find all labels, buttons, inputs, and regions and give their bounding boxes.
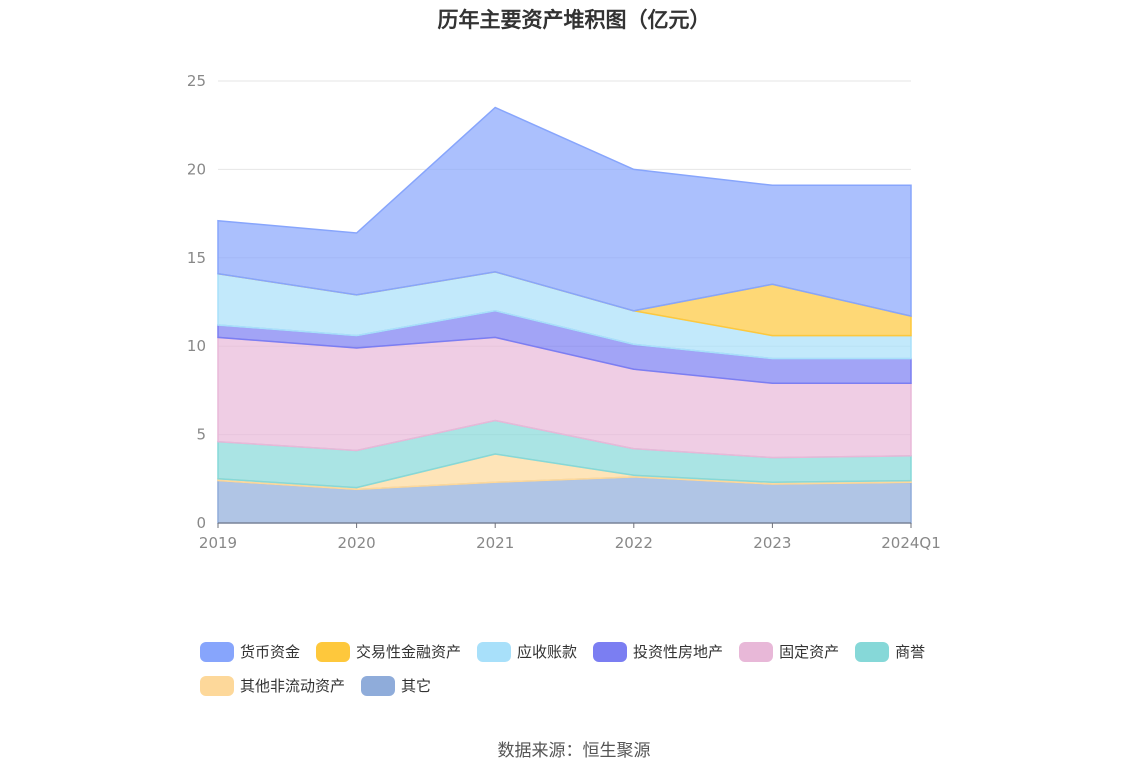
y-tick-label: 25 — [187, 72, 206, 90]
y-tick-label: 15 — [187, 249, 206, 267]
legend-item-5[interactable]: 商誉 — [855, 640, 925, 663]
area-series-7 — [217, 106, 912, 318]
x-tick-label: 2020 — [338, 534, 376, 552]
legend-label: 商誉 — [895, 643, 926, 661]
y-tick-label: 5 — [196, 426, 206, 444]
legend-label: 投资性房地产 — [633, 643, 724, 661]
legend-swatch — [739, 641, 774, 662]
legend-item-6[interactable]: 其他非流动资产 — [200, 674, 345, 697]
x-tick-label: 2024Q1 — [881, 534, 941, 552]
legend-swatch — [855, 641, 890, 662]
legend-swatch — [361, 675, 396, 696]
legend-swatch — [316, 641, 351, 662]
legend-label: 其它 — [401, 677, 432, 695]
legend-item-4[interactable]: 固定资产 — [739, 640, 839, 663]
x-tick-label: 2022 — [615, 534, 653, 552]
y-tick-label: 0 — [196, 514, 206, 532]
legend-item-3[interactable]: 投资性房地产 — [593, 640, 723, 663]
legend-label: 货币资金 — [240, 643, 301, 661]
legend-item-2[interactable]: 应收账款 — [477, 640, 577, 663]
legend: 货币资金 交易性金融资产 应收账款 投资性房地产 固定资产 商誉其他非流动资产 其它 — [200, 640, 970, 708]
legend-label: 固定资产 — [779, 643, 840, 661]
data-source: 数据来源：恒生聚源 — [497, 741, 651, 761]
legend-swatch — [477, 641, 512, 662]
y-tick-label: 20 — [187, 160, 206, 178]
stacked-area-chart: 0 5 10 15 20 25 2019 2020 2021 2022 2023 2024Q1 — [187, 72, 941, 552]
legend-item-0[interactable]: 货币资金 — [200, 640, 300, 663]
legend-swatch — [200, 675, 234, 696]
legend-label: 其他非流动资产 — [240, 677, 346, 695]
legend-swatch — [200, 641, 234, 662]
x-tick-label: 2021 — [476, 534, 514, 552]
axes: 0 5 10 15 20 25 2019 2020 2021 2022 2023 2024Q1 — [187, 72, 941, 552]
legend-label: 交易性金融资产 — [356, 643, 462, 661]
legend-item-7[interactable]: 其它 — [361, 674, 431, 697]
legend-label: 应收账款 — [517, 643, 578, 661]
legend-swatch — [593, 641, 628, 662]
y-tick-label: 10 — [187, 337, 206, 355]
x-tick-label: 2019 — [199, 534, 237, 552]
area-series-group — [217, 106, 912, 524]
legend-item-1[interactable]: 交易性金融资产 — [316, 640, 461, 663]
x-tick-label: 2023 — [753, 534, 791, 552]
chart-title: 历年主要资产堆积图（亿元） — [437, 8, 711, 32]
